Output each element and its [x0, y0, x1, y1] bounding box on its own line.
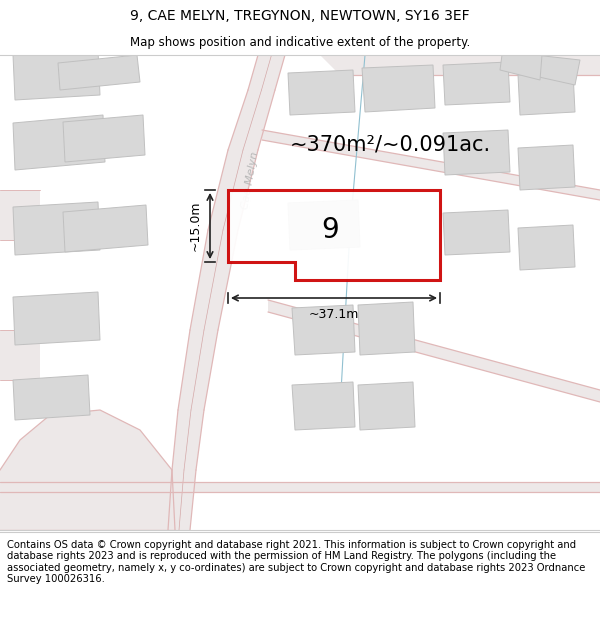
Polygon shape [443, 210, 510, 255]
Text: 9, CAE MELYN, TREGYNON, NEWTOWN, SY16 3EF: 9, CAE MELYN, TREGYNON, NEWTOWN, SY16 3E… [130, 9, 470, 24]
Polygon shape [13, 50, 100, 100]
Polygon shape [443, 130, 510, 175]
Polygon shape [358, 302, 415, 355]
Polygon shape [518, 225, 575, 270]
Polygon shape [168, 55, 285, 530]
Polygon shape [292, 382, 355, 430]
Text: 9: 9 [321, 216, 339, 244]
Polygon shape [228, 190, 440, 280]
Polygon shape [63, 115, 145, 162]
Text: Contains OS data © Crown copyright and database right 2021. This information is : Contains OS data © Crown copyright and d… [7, 539, 586, 584]
Polygon shape [518, 72, 575, 115]
Polygon shape [443, 62, 510, 105]
Polygon shape [63, 205, 148, 252]
Polygon shape [358, 382, 415, 430]
Text: ~15.0m: ~15.0m [189, 201, 202, 251]
Text: ~370m²/~0.091ac.: ~370m²/~0.091ac. [289, 135, 491, 155]
Polygon shape [362, 65, 435, 112]
Polygon shape [13, 292, 100, 345]
Polygon shape [180, 482, 600, 492]
Polygon shape [268, 300, 600, 402]
Polygon shape [13, 115, 105, 170]
Text: Cae Melyn: Cae Melyn [240, 151, 260, 209]
Polygon shape [0, 190, 40, 240]
Polygon shape [530, 55, 580, 85]
Polygon shape [288, 70, 355, 115]
Polygon shape [58, 55, 140, 90]
Text: ~37.1m: ~37.1m [309, 308, 359, 321]
Polygon shape [13, 202, 100, 255]
Polygon shape [288, 200, 360, 250]
Polygon shape [262, 130, 600, 200]
Polygon shape [0, 410, 175, 530]
Polygon shape [292, 305, 355, 355]
Polygon shape [320, 55, 600, 75]
Text: Map shows position and indicative extent of the property.: Map shows position and indicative extent… [130, 36, 470, 49]
Polygon shape [13, 375, 90, 420]
Polygon shape [500, 55, 542, 80]
Polygon shape [518, 145, 575, 190]
Polygon shape [0, 330, 40, 380]
